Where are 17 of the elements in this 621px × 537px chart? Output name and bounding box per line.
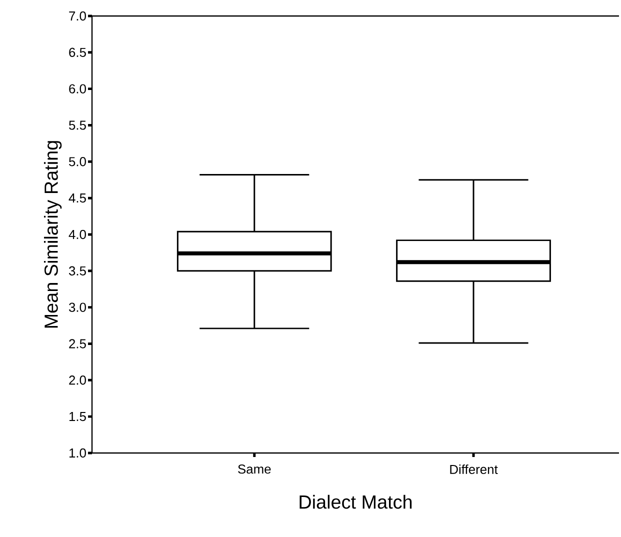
y-tick-label: 4.5 bbox=[68, 194, 86, 203]
y-tick-label: 1.0 bbox=[69, 448, 86, 458]
y-tick-label: 6.0 bbox=[69, 84, 86, 94]
y-tick-label: 5.5 bbox=[69, 120, 86, 130]
x-tick-label: Same bbox=[238, 464, 271, 474]
y-tick-label: 1.5 bbox=[69, 412, 86, 422]
y-tick-label: 4.0 bbox=[68, 230, 86, 240]
y-tick-label: 7.0 bbox=[69, 11, 86, 21]
y-tick-label: 2.5 bbox=[69, 339, 86, 348]
x-tick-label: Different bbox=[450, 464, 498, 474]
y-tick-label: 3.5 bbox=[68, 266, 86, 276]
y-tick-label: 2.0 bbox=[69, 376, 86, 385]
y-tick-label: 3.0 bbox=[68, 302, 86, 312]
y-tick-label: 5.0 bbox=[69, 157, 86, 166]
x-axis-title: Dialect Match bbox=[300, 494, 412, 509]
y-axis-title: Mean Similarity Rating bbox=[44, 141, 62, 328]
y-tick-label: 6.5 bbox=[69, 48, 86, 57]
